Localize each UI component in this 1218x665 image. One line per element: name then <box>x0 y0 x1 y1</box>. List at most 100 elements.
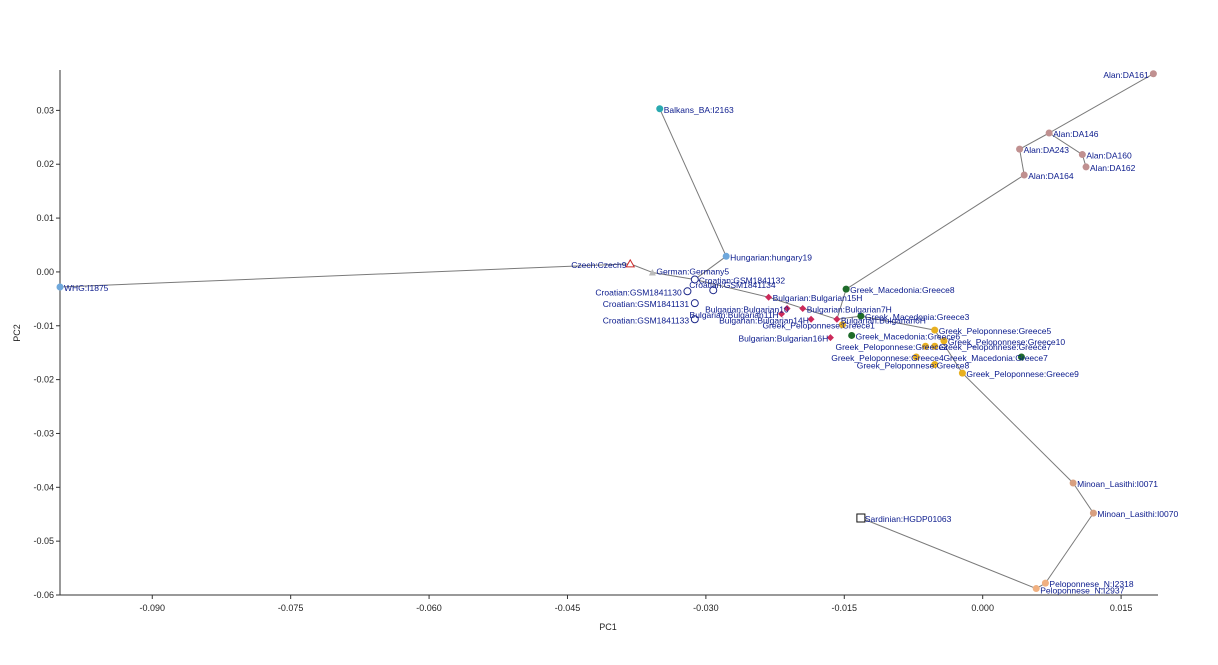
point-label: Balkans_BA:I2163 <box>664 105 734 115</box>
data-point <box>958 369 966 377</box>
x-tick-label: 0.015 <box>1110 603 1133 613</box>
data-point <box>1082 163 1090 171</box>
point-label: Greek_Peloponnese:Greece5 <box>939 326 1052 336</box>
data-point <box>722 252 730 260</box>
data-point <box>683 287 692 296</box>
point-label: Alan:DA160 <box>1086 151 1132 161</box>
data-point <box>848 331 856 339</box>
data-point <box>1149 70 1157 78</box>
chart-edge <box>962 372 1074 484</box>
chart-edge <box>694 278 769 298</box>
point-label: Alan:DA162 <box>1090 163 1136 173</box>
data-point <box>709 286 718 295</box>
data-point <box>1089 509 1097 517</box>
point-label: Greek_Macedonia:Greece3 <box>865 312 970 322</box>
data-point <box>656 105 664 113</box>
chart-edge <box>1019 149 1025 176</box>
y-tick-label: -0.01 <box>33 321 54 331</box>
data-point <box>1041 579 1049 587</box>
y-tick-label: 0.00 <box>36 267 54 277</box>
data-point <box>838 321 846 329</box>
chart-marks <box>56 70 1157 593</box>
point-label: Greek_Macedonia:Greece7 <box>943 353 1048 363</box>
chart-axes: -0.090 -0.075 -0.060 -0.045 -0.030 -0.015 0.00… <box>33 70 1158 613</box>
y-tick-label: -0.03 <box>33 428 54 438</box>
point-label: German:Germany5 <box>656 266 729 276</box>
data-point <box>807 315 815 323</box>
chart-edge <box>59 263 631 288</box>
data-point <box>857 312 865 320</box>
data-point <box>648 268 656 276</box>
data-point <box>625 258 636 268</box>
point-label: Bulgarian:Bulgarian10 <box>705 305 789 315</box>
point-label: Peloponnese_N:I2318 <box>1049 579 1133 589</box>
data-point <box>826 334 834 342</box>
y-axis-title: PC2 <box>12 324 22 342</box>
data-point <box>940 337 948 345</box>
point-label: Croatian:GSM1841131 <box>603 299 690 309</box>
point-label: Alan:DA146 <box>1053 129 1099 139</box>
y-tick-label: 0.02 <box>36 159 54 169</box>
point-label: Greek_Macedonia:Greece8 <box>850 285 955 295</box>
chart-edge <box>836 315 861 320</box>
data-point <box>56 283 64 291</box>
x-axis-title: PC1 <box>599 622 617 632</box>
y-tick-label: 0.03 <box>36 105 54 115</box>
point-label: Greek_Peloponnese:Greece9 <box>966 369 1079 379</box>
point-label: Greek_Peloponnese:Greece10 <box>948 337 1065 347</box>
point-label: Bulgarian:Bulgarian11H <box>690 310 779 320</box>
data-point <box>1020 171 1028 179</box>
point-label: Minoan_Lasithi:I0070 <box>1097 509 1178 519</box>
x-tick-label: -0.045 <box>555 603 581 613</box>
data-point <box>931 342 939 350</box>
chart-edge <box>652 271 695 280</box>
chart-edge <box>860 315 935 331</box>
point-label: Greek_Peloponnese:Greece2 <box>835 342 948 352</box>
data-point <box>833 315 841 323</box>
data-point <box>690 275 699 284</box>
point-label: Sardinian:HGDP01063 <box>865 514 952 524</box>
chart-edge <box>1019 132 1050 150</box>
point-label: Alan:DA243 <box>1024 145 1070 155</box>
chart-edge <box>659 108 727 257</box>
x-tick-label: 0.000 <box>971 603 994 613</box>
data-point <box>1016 145 1024 153</box>
point-label: Greek_Peloponnese:Greece8 <box>857 361 970 371</box>
data-point <box>690 315 699 324</box>
point-label: Greek_Peloponnese:Greece4 <box>831 353 944 363</box>
point-label: Czech:Czech9 <box>571 260 627 270</box>
data-point <box>1069 479 1077 487</box>
point-label: Croatian:GSM1841132 <box>699 275 786 285</box>
data-point <box>690 299 699 308</box>
point-label: Bulgarian:Bulgarian6H <box>841 315 926 325</box>
chart-edges <box>59 73 1154 590</box>
data-point <box>783 305 791 313</box>
data-point <box>1078 151 1086 159</box>
chart-edge <box>836 289 847 320</box>
point-label: Greek_Peloponnese:Greece7 <box>939 342 1052 352</box>
point-label: Croatian:GSM1841133 <box>603 315 690 325</box>
chart-edge <box>1045 512 1094 584</box>
y-tick-label: -0.02 <box>33 375 54 385</box>
chart-edge <box>934 329 963 374</box>
chart-edge <box>1048 73 1154 134</box>
point-label: Alan:DA161 <box>1103 70 1149 80</box>
data-point <box>931 326 939 334</box>
chart-edge <box>1048 132 1083 155</box>
x-tick-label: -0.060 <box>416 603 442 613</box>
point-label: WHG:I1875 <box>64 283 109 293</box>
y-tick-label: -0.04 <box>33 482 54 492</box>
data-point <box>778 310 786 318</box>
point-label: Greek_Peloponnese:Greece1 <box>762 321 875 331</box>
data-point <box>799 305 807 313</box>
chart-edge <box>845 174 1025 290</box>
point-label: Bulgarian:Bulgarian14H <box>719 315 809 325</box>
point-label: Croatian:GSM1841134 <box>689 280 776 290</box>
x-tick-label: -0.015 <box>832 603 858 613</box>
chart-point-labels: WHG:I1875 Czech:Czech9 German:Germany5 Balk… <box>64 70 1178 596</box>
y-tick-label: 0.01 <box>36 213 54 223</box>
point-label: Croatian:GSM1841130 <box>595 287 682 297</box>
chart-edge <box>860 517 1037 590</box>
data-point <box>1017 353 1025 361</box>
x-tick-label: -0.090 <box>140 603 166 613</box>
